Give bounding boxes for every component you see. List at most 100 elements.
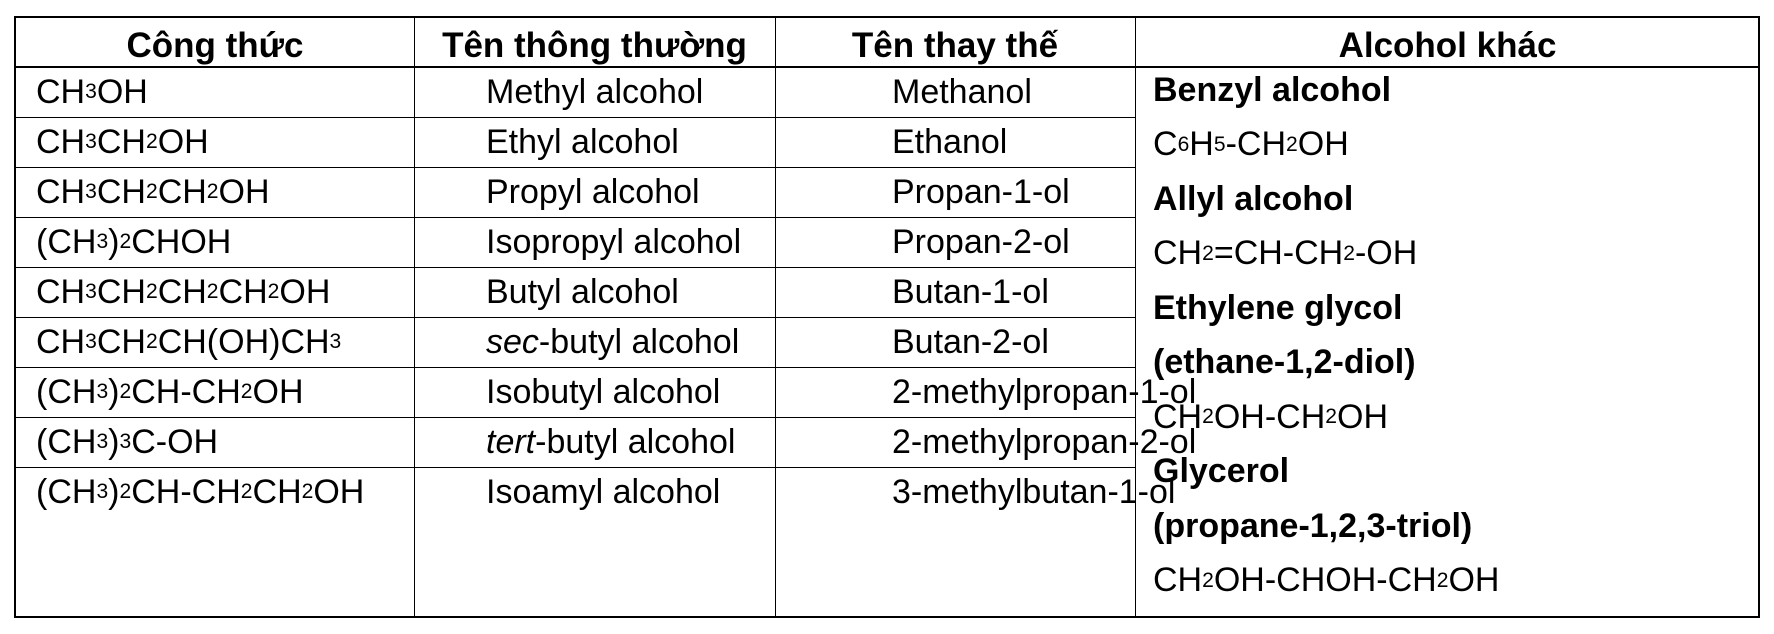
text-run: CH <box>252 472 302 511</box>
text-run: Methyl alcohol <box>486 72 704 111</box>
text-run: OH <box>157 122 209 161</box>
other-alcohol-formula: CH 2 =CH-CH 2 -OH <box>1153 234 1418 273</box>
formula-cell: CH 3 OH <box>36 72 148 111</box>
formula-cell: CH 3 CH 2 CH 2 CH 2 OH <box>36 272 331 311</box>
text-run: C <box>1153 125 1178 164</box>
other-alcohol-name: (propane-1,2,3-triol) <box>1153 506 1473 545</box>
text-run: OH <box>218 172 270 211</box>
row-divider <box>16 417 1135 418</box>
italic-prefix: tert <box>486 422 536 461</box>
common-name-cell: Butyl alcohol <box>486 264 679 320</box>
text-run: CH <box>218 272 268 311</box>
substitutive-name-cell: Propan-2-ol <box>892 222 1070 261</box>
common-name-cell: Isobutyl alcohol <box>486 364 720 420</box>
formula-cell: CH 3 CH 2 CH(OH)CH 3 <box>36 322 342 361</box>
text-run: =CH-CH <box>1213 234 1344 273</box>
row-divider <box>16 217 1135 218</box>
text-run: OH <box>96 72 148 111</box>
text-run: CH <box>96 122 146 161</box>
formula-cell: (CH 3) 2 CH-CH 2 CH 2 OH <box>36 472 365 511</box>
text-run: -butyl alcohol <box>535 422 736 461</box>
substitutive-name-cell: 3-methylbutan-1-ol <box>892 472 1176 511</box>
text-run: CH <box>1153 234 1203 273</box>
column-divider <box>1135 18 1136 616</box>
formula-cell: (CH 3) 2 CHOH <box>36 222 232 261</box>
common-name-cell: Propyl alcohol <box>486 164 700 220</box>
text-run: (CH <box>36 222 97 261</box>
substitutive-name-cell: Methanol <box>892 72 1032 111</box>
text-run: CH <box>96 272 146 311</box>
header-divider <box>16 66 1760 68</box>
alcohol-table: Công thức Tên thông thường Tên thay thế … <box>14 16 1760 618</box>
substitutive-name-cell: Propan-1-ol <box>892 172 1070 211</box>
text-run: CH <box>96 172 146 211</box>
other-alcohol-formula: CH 2 OH-CH 2 OH <box>1153 397 1389 436</box>
other-alcohol-formula: CH 2 OH-CHOH-CH 2 OH <box>1153 561 1500 600</box>
substitutive-name-cell: Butan-2-ol <box>892 322 1049 361</box>
other-alcohol-name: Glycerol <box>1153 452 1290 491</box>
text-run: CH(OH)CH <box>157 322 330 361</box>
other-alcohol-name: Benzyl alcohol <box>1153 70 1392 109</box>
text-run: (CH <box>36 422 97 461</box>
other-alcohol-name: (ethane-1,2-diol) <box>1153 343 1416 382</box>
text-run: CH <box>36 122 86 161</box>
text-run: Ethyl alcohol <box>486 122 679 161</box>
text-run: CH <box>1153 561 1203 600</box>
row-divider <box>16 267 1135 268</box>
text-run: CH-CH <box>131 372 241 411</box>
other-alcohol-name: Ethylene glycol <box>1153 288 1403 327</box>
text-run: Isoamyl alcohol <box>486 472 721 511</box>
text-run: CH-CH <box>131 472 241 511</box>
text-run: CH <box>36 72 86 111</box>
text-run: CH <box>36 172 86 211</box>
text-run: (CH <box>36 472 97 511</box>
text-run: -CH <box>1225 125 1287 164</box>
row-divider <box>16 117 1135 118</box>
row-divider <box>16 167 1135 168</box>
row-divider <box>16 467 1135 468</box>
text-run: ) <box>108 222 120 261</box>
formula-cell: (CH 3) 2 CH-CH 2 OH <box>36 372 304 411</box>
text-run: OH-CHOH-CH <box>1213 561 1437 600</box>
text-run: -butyl alcohol <box>538 322 740 361</box>
text-run: ) <box>108 472 120 511</box>
text-run: ) <box>108 372 120 411</box>
text-run: OH-CH <box>1213 397 1326 436</box>
row-divider <box>16 317 1135 318</box>
text-run: OH <box>252 372 304 411</box>
common-name-cell: Ethyl alcohol <box>486 114 679 170</box>
formula-cell: CH 3 CH 2 CH 2 OH <box>36 172 270 211</box>
common-name-cell: sec -butyl alcohol <box>486 314 739 370</box>
common-name-cell: Isopropyl alcohol <box>486 214 741 270</box>
text-run: OH <box>1337 397 1389 436</box>
text-run: -OH <box>1354 234 1418 273</box>
text-run: OH <box>279 272 331 311</box>
formula-cell: (CH 3) 3 C-OH <box>36 422 219 461</box>
text-run: (CH <box>36 372 97 411</box>
formula-cell: CH 3 CH 2 OH <box>36 122 209 161</box>
text-run: CH <box>157 272 207 311</box>
header-other-alcohols: Alcohol khác <box>1338 26 1557 65</box>
header-common-name: Tên thông thường <box>442 26 747 65</box>
substitutive-name-cell: Ethanol <box>892 122 1008 161</box>
text-run: OH <box>313 472 365 511</box>
text-run: C-OH <box>131 422 219 461</box>
text-run: OH <box>1297 125 1349 164</box>
text-run: Butyl alcohol <box>486 272 679 311</box>
text-run: CHOH <box>131 222 232 261</box>
text-run: OH <box>1448 561 1500 600</box>
header-formula: Công thức <box>126 26 304 65</box>
header-substitutive-name: Tên thay thế <box>851 26 1059 65</box>
row-divider <box>16 367 1135 368</box>
text-run: Isopropyl alcohol <box>486 222 742 261</box>
substitutive-name-cell: Butan-1-ol <box>892 272 1049 311</box>
common-name-cell: Isoamyl alcohol <box>486 464 720 520</box>
substitutive-name-cell: 2-methylpropan-1-ol <box>892 372 1197 411</box>
text-run: CH <box>157 172 207 211</box>
text-run: Propyl alcohol <box>486 172 700 211</box>
text-run: Isobutyl alcohol <box>486 372 721 411</box>
other-alcohol-formula: C 6 H 5 -CH 2 OH <box>1153 125 1349 164</box>
common-name-cell: Methyl alcohol <box>486 64 703 120</box>
other-alcohols-list: Benzyl alcohol C 6 H 5 -CH 2 OH Allyl alcohol CH 2… <box>1153 63 1499 608</box>
text-run: CH <box>96 322 146 361</box>
